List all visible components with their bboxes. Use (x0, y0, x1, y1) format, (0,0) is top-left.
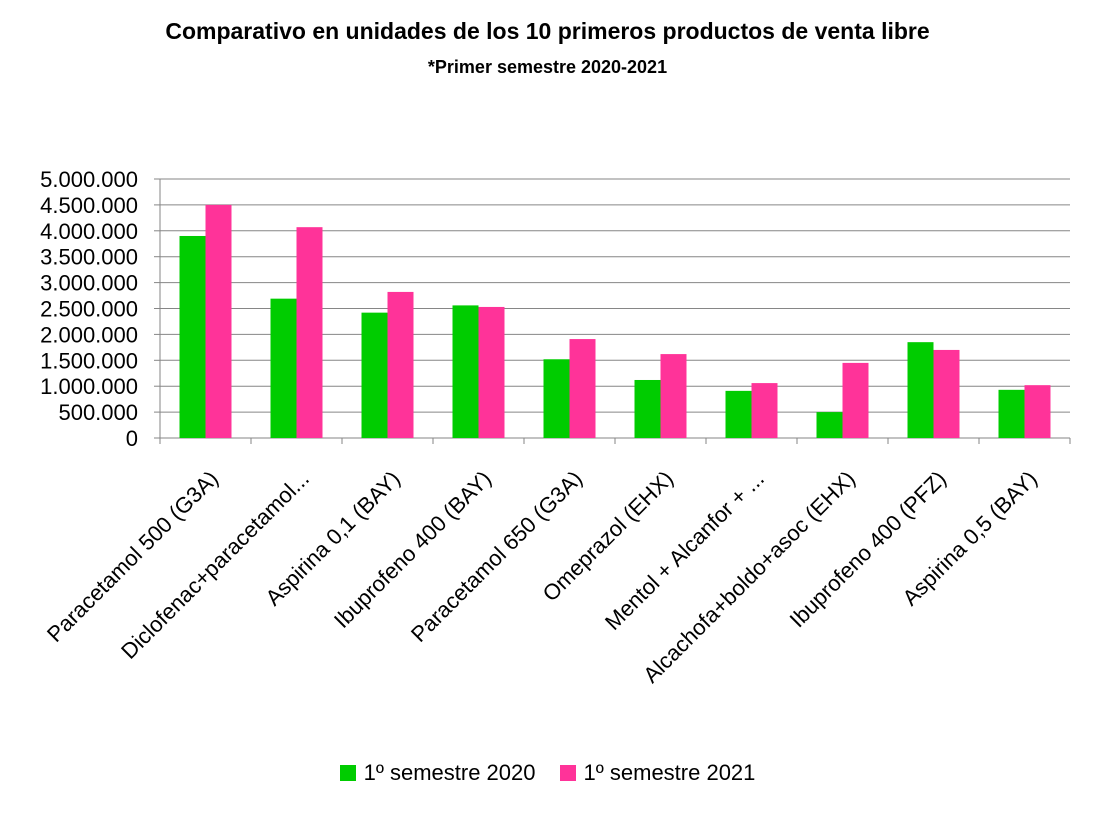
legend-label-2020: 1º semestre 2020 (363, 760, 536, 785)
bar-2020 (907, 342, 934, 438)
y-tick-label: 4.000.000 (40, 219, 138, 244)
legend-swatch-2020 (339, 765, 356, 781)
x-tick-label: Ibuprofeno 400 (BAY) (329, 466, 496, 633)
legend: 1º semestre 2020 1º semestre 2021 (0, 760, 1095, 786)
x-tick-label: Mentol + Alcanfor + ... (600, 466, 769, 635)
chart-title: Comparativo en unidades de los 10 primer… (165, 18, 930, 44)
y-tick-label: 5.000.000 (40, 167, 138, 192)
bar-2021 (296, 227, 323, 438)
y-tick-label: 1.500.000 (40, 348, 138, 373)
bar-2020 (452, 305, 479, 438)
bar-2020 (361, 312, 388, 438)
y-tick-label: 3.000.000 (40, 271, 138, 296)
bar-2020 (816, 412, 843, 438)
bar-2020 (270, 298, 297, 438)
bar-2021 (933, 349, 960, 438)
bar-2021 (478, 306, 505, 438)
y-tick-label: 1.000.000 (40, 374, 138, 399)
y-tick-label: 2.000.000 (40, 322, 138, 347)
y-tick-label: 3.500.000 (40, 245, 138, 270)
bar-2021 (842, 362, 869, 438)
legend-swatch-2021 (559, 765, 576, 781)
bar-2020 (998, 389, 1025, 438)
y-tick-label: 2.500.000 (40, 297, 138, 322)
legend-label-2021: 1º semestre 2021 (583, 760, 756, 785)
y-tick-label: 0 (126, 426, 138, 451)
bar-2020 (634, 379, 661, 438)
chart-subtitle: *Primer semestre 2020-2021 (427, 57, 668, 77)
x-tick-label: Paracetamol 500 (G3A) (42, 466, 223, 647)
x-tick-label: Paracetamol 650 (G3A) (406, 466, 587, 647)
bar-2020 (179, 235, 206, 438)
legend-item-2020: 1º semestre 2020 (339, 760, 536, 786)
bar-2020 (725, 390, 752, 438)
bar-2021 (751, 383, 778, 438)
x-tick-label: Ibuprofeno 400 (PFZ) (785, 466, 951, 632)
bar-2021 (660, 354, 687, 438)
bar-2021 (205, 204, 232, 438)
y-tick-label: 500.000 (58, 400, 138, 425)
y-tick-label: 4.500.000 (40, 193, 138, 218)
bar-2021 (1024, 385, 1051, 438)
bar-2020 (543, 359, 570, 438)
legend-item-2021: 1º semestre 2021 (559, 760, 756, 786)
bar-2021 (569, 339, 596, 438)
bar-2021 (387, 291, 414, 438)
x-tick-label: Diclofenac+paracetamol... (116, 466, 314, 664)
